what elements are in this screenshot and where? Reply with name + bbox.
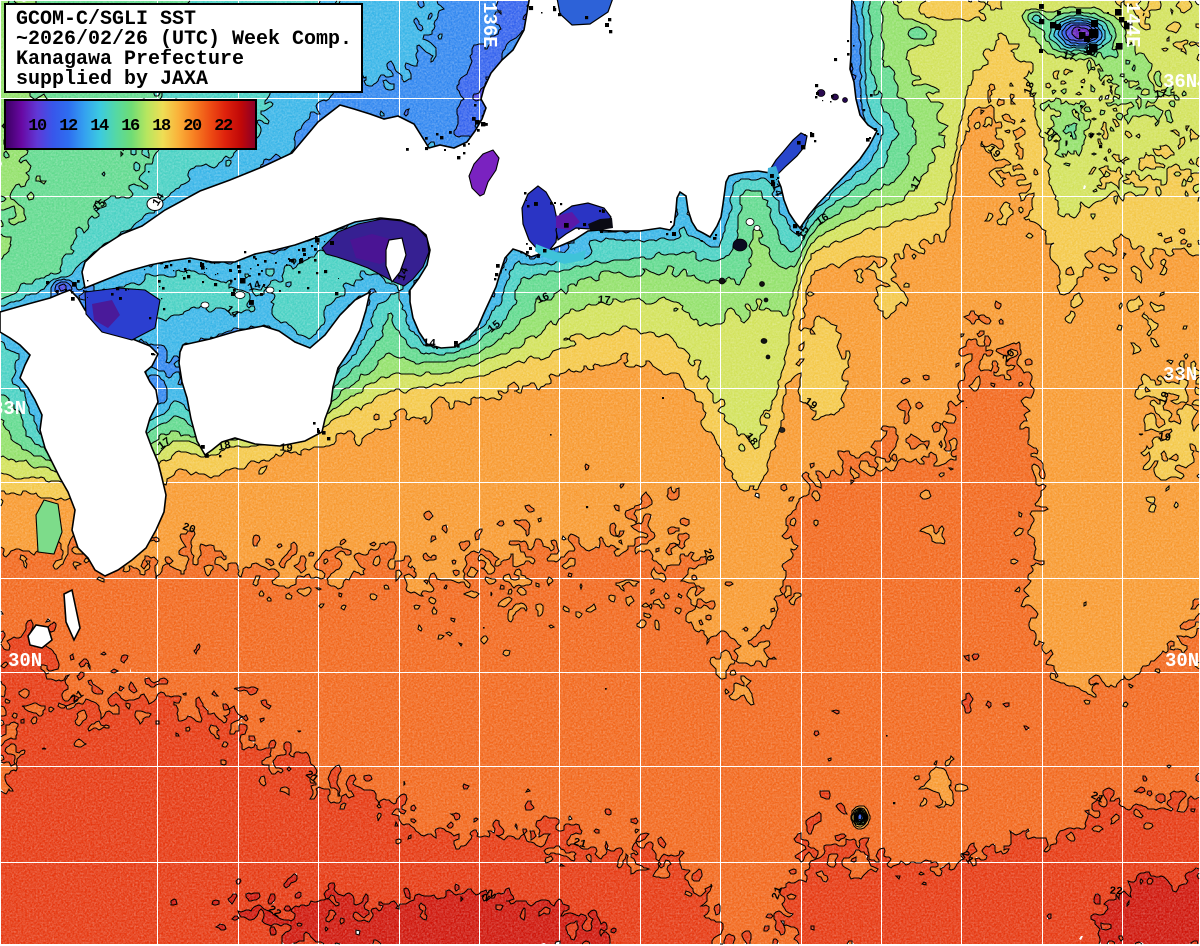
svg-text:16: 16	[1082, 45, 1098, 60]
svg-text:20: 20	[700, 547, 716, 564]
svg-text:14: 14	[768, 182, 784, 199]
svg-text:14: 14	[422, 338, 436, 351]
svg-text:21: 21	[1088, 790, 1106, 807]
svg-text:17: 17	[1153, 88, 1168, 102]
svg-text:21: 21	[572, 837, 588, 852]
svg-text:14: 14	[396, 266, 412, 283]
svg-text:20: 20	[180, 521, 196, 537]
svg-text:19: 19	[1157, 431, 1172, 445]
svg-text:18: 18	[1022, 80, 1038, 97]
svg-text:17: 17	[1061, 49, 1077, 64]
svg-text:19: 19	[1157, 390, 1173, 407]
svg-text:14: 14	[246, 279, 263, 294]
svg-text:16: 16	[535, 291, 552, 307]
svg-text:22: 22	[1109, 886, 1123, 899]
svg-text:15: 15	[796, 224, 813, 242]
svg-text:17: 17	[909, 175, 925, 192]
svg-text:17: 17	[597, 295, 611, 308]
svg-text:18: 18	[217, 440, 233, 455]
svg-text:21: 21	[770, 885, 786, 902]
svg-text:16: 16	[814, 212, 832, 229]
svg-text:19: 19	[279, 442, 293, 455]
